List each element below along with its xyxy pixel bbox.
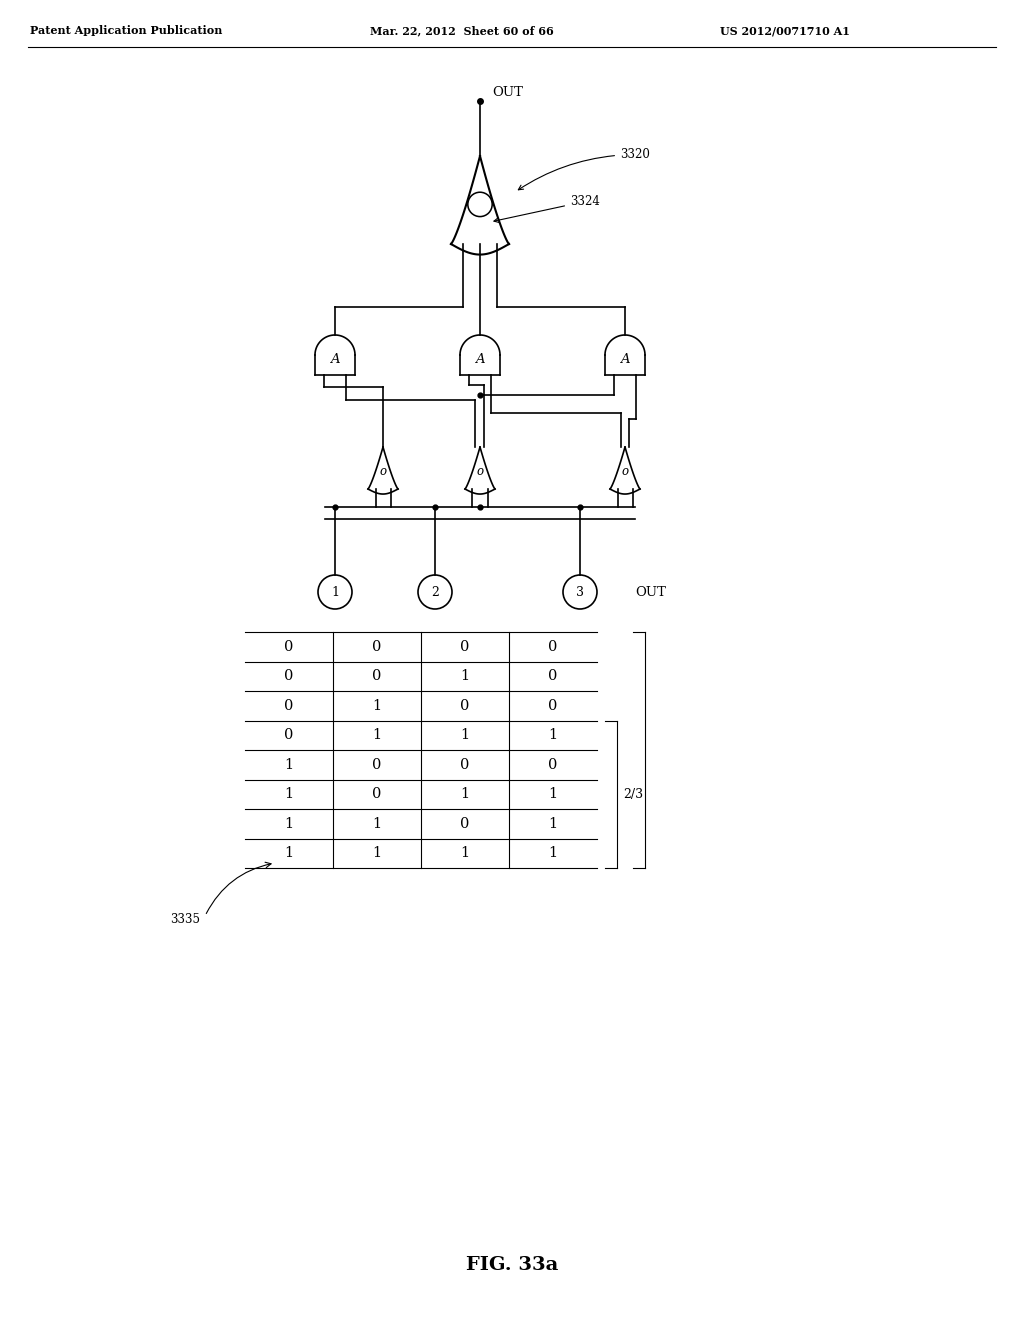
- Text: 1: 1: [285, 758, 294, 772]
- Text: 1: 1: [461, 669, 470, 684]
- Text: 0: 0: [285, 669, 294, 684]
- Text: 0: 0: [373, 758, 382, 772]
- Text: OUT: OUT: [635, 586, 666, 598]
- Text: 2: 2: [431, 586, 439, 598]
- Text: A: A: [621, 354, 630, 366]
- Text: 0: 0: [285, 640, 294, 653]
- Text: 1: 1: [549, 729, 557, 742]
- Text: 1: 1: [285, 817, 294, 830]
- Text: US 2012/0071710 A1: US 2012/0071710 A1: [720, 25, 850, 36]
- Text: A: A: [475, 354, 484, 366]
- Text: Mar. 22, 2012  Sheet 60 of 66: Mar. 22, 2012 Sheet 60 of 66: [370, 25, 554, 36]
- Text: 2/3: 2/3: [623, 788, 643, 801]
- Text: 0: 0: [285, 698, 294, 713]
- Text: 1: 1: [549, 846, 557, 861]
- Text: 1: 1: [331, 586, 339, 598]
- Text: 1: 1: [549, 787, 557, 801]
- Text: 0: 0: [548, 698, 558, 713]
- Text: 1: 1: [461, 846, 470, 861]
- Text: o: o: [476, 465, 483, 478]
- Text: OUT: OUT: [492, 86, 523, 99]
- Text: 3324: 3324: [494, 195, 600, 223]
- Text: Patent Application Publication: Patent Application Publication: [30, 25, 222, 36]
- Text: 0: 0: [548, 669, 558, 684]
- Text: 0: 0: [461, 698, 470, 713]
- Text: A: A: [330, 354, 340, 366]
- Text: 1: 1: [549, 817, 557, 830]
- Text: 0: 0: [373, 669, 382, 684]
- Text: 0: 0: [373, 787, 382, 801]
- Text: 1: 1: [285, 787, 294, 801]
- Text: 3: 3: [575, 586, 584, 598]
- Text: 1: 1: [373, 846, 382, 861]
- Text: 1: 1: [461, 729, 470, 742]
- Text: 1: 1: [373, 729, 382, 742]
- Text: 0: 0: [461, 817, 470, 830]
- Text: 0: 0: [373, 640, 382, 653]
- Text: 0: 0: [461, 640, 470, 653]
- Text: 3335: 3335: [170, 913, 200, 927]
- Text: 3320: 3320: [518, 148, 650, 190]
- Text: 1: 1: [285, 846, 294, 861]
- Text: 0: 0: [285, 729, 294, 742]
- Text: FIG. 33a: FIG. 33a: [466, 1257, 558, 1274]
- Text: 1: 1: [461, 787, 470, 801]
- Text: o: o: [622, 465, 629, 478]
- Text: 1: 1: [373, 817, 382, 830]
- Text: 0: 0: [461, 758, 470, 772]
- Text: 1: 1: [373, 698, 382, 713]
- Text: 0: 0: [548, 640, 558, 653]
- Text: 0: 0: [548, 758, 558, 772]
- Text: o: o: [380, 465, 387, 478]
